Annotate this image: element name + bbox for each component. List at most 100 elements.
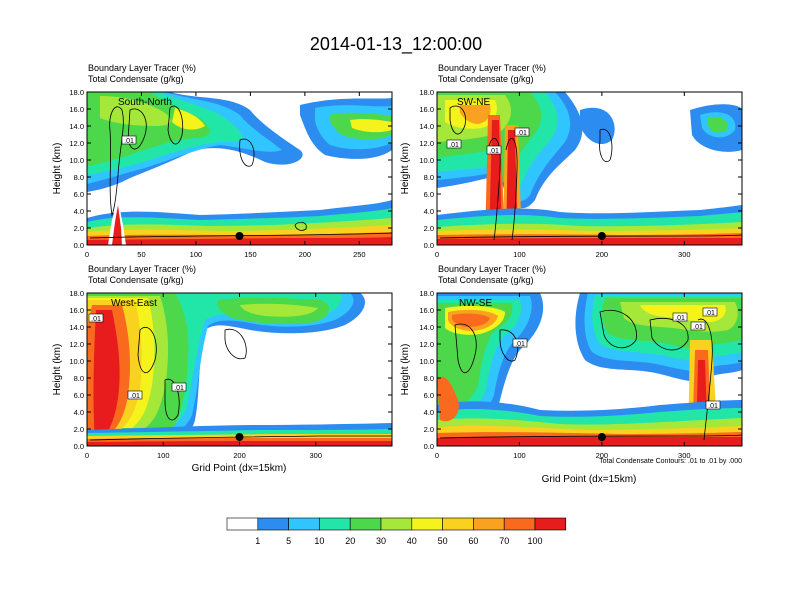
field-shading [437, 92, 742, 245]
y-tick-label: 4.0 [74, 408, 84, 417]
y-tick-label: 6.0 [74, 391, 84, 400]
y-tick-label: 2.0 [74, 224, 84, 233]
plot-frame [436, 91, 743, 246]
x-tick-label: 0 [435, 250, 439, 259]
colorbar-swatch [288, 517, 320, 531]
contour-label: .01 [489, 148, 499, 155]
colorbar-swatch [319, 517, 351, 531]
panel-sw-ne: Boundary Layer Tracer (%) Total Condensa… [400, 63, 743, 259]
colorbar-label: 40 [407, 536, 417, 546]
x-tick-label: 200 [596, 451, 609, 460]
colorbar-swatch [442, 517, 474, 531]
colorbar-label: 1 [255, 536, 260, 546]
contour-label: .01 [124, 138, 134, 145]
y-tick-label: 12.0 [69, 340, 84, 349]
contour-label: .01 [130, 393, 140, 400]
x-tick-label: 100 [513, 250, 526, 259]
colorbar-swatch [411, 517, 443, 531]
contour-label-box [127, 390, 143, 400]
y-tick-label: 4.0 [424, 207, 434, 216]
x-tick-label: 100 [513, 451, 526, 460]
y-tick-label: 0.0 [424, 241, 434, 250]
y-tick-label: 14.0 [419, 323, 434, 332]
y-tick-label: 10.0 [69, 357, 84, 366]
contour-label-group: .01 [121, 135, 137, 145]
y-tick-label: 18.0 [419, 289, 434, 298]
y-axis: 0.0 2.0 4.0 6.0 8.0 10.0 12.0 14.0 16.0 18.0 [69, 88, 392, 250]
y-tick-label: 16.0 [69, 306, 84, 315]
colorbar-swatch [473, 517, 505, 531]
x-tick-label: 0 [435, 451, 439, 460]
y-tick-label: 16.0 [69, 105, 84, 114]
y-axis-label: Height (km) [52, 143, 63, 195]
contour-label-group: .01 .01 .01 [88, 313, 187, 400]
y-tick-label: 2.0 [424, 224, 434, 233]
y-tick-label: 6.0 [74, 190, 84, 199]
colorbar-swatch [380, 517, 413, 531]
x-axis: 0 100 200 300 [435, 293, 691, 460]
colorbar: 1 5 10 20 30 40 50 60 70 100 [226, 517, 567, 546]
colorbar-label: 60 [468, 536, 478, 546]
y-tick-label: 4.0 [424, 408, 434, 417]
y-tick-label: 10.0 [69, 156, 84, 165]
colorbar-swatch [226, 517, 259, 531]
y-tick-label: 12.0 [419, 340, 434, 349]
panel-south-north: Boundary Layer Tracer (%) Total Condensa… [52, 63, 393, 259]
contour-label-box [672, 312, 688, 322]
x-tick-label: 300 [678, 451, 691, 460]
location-marker [597, 433, 606, 441]
x-axis: 0 100 200 300 [85, 293, 322, 460]
contour-label-box [705, 400, 721, 410]
x-axis-label: Grid Point (dx=15km) [192, 463, 287, 474]
y-tick-label: 8.0 [74, 374, 84, 383]
panel-title-line1: Boundary Layer Tracer (%) [88, 264, 196, 274]
contour-label-box [702, 307, 718, 317]
x-tick-label: 200 [299, 250, 312, 259]
y-tick-label: 4.0 [74, 207, 84, 216]
panel-title-line2: Total Condensate (g/kg) [438, 275, 534, 285]
x-tick-label: 0 [85, 250, 89, 259]
x-axis: 0 50 100 150 200 250 [85, 92, 366, 259]
y-tick-label: 18.0 [69, 289, 84, 298]
colorbar-label: 20 [345, 536, 355, 546]
y-tick-label: 6.0 [424, 391, 434, 400]
contour-label: .01 [517, 130, 527, 137]
y-axis: 0.0 2.0 4.0 6.0 8.0 10.0 12.0 14.0 16.0 18.0 [419, 88, 742, 250]
panel-label: West-East [111, 298, 157, 309]
x-tick-label: 300 [678, 250, 691, 259]
contour-label: .01 [174, 385, 184, 392]
contour-footnote: Total Condensate Contours: .01 to .01 by… [599, 458, 742, 465]
contour-label: .01 [693, 324, 703, 331]
y-tick-label: 16.0 [419, 105, 434, 114]
colorbar-swatch [534, 517, 567, 531]
contour-label: .01 [515, 341, 525, 348]
contour-label: .01 [675, 315, 685, 322]
panel-title-line2: Total Condensate (g/kg) [438, 74, 534, 84]
colorbar-swatch [349, 517, 382, 531]
contour-label-box [121, 135, 137, 145]
y-tick-label: 8.0 [424, 173, 434, 182]
x-tick-label: 200 [233, 451, 246, 460]
x-tick-label: 300 [309, 451, 322, 460]
plot-frame [86, 91, 393, 246]
panel-label: NW-SE [459, 298, 492, 309]
contour-label-box [171, 382, 187, 392]
y-tick-label: 8.0 [74, 173, 84, 182]
x-tick-label: 100 [157, 451, 170, 460]
contour-label: .01 [91, 316, 101, 323]
colorbar-swatch [257, 517, 289, 531]
y-axis-label: Height (km) [400, 143, 411, 195]
contour-label-box [690, 321, 706, 331]
colorbar-label: 100 [527, 536, 542, 546]
contour-label: .01 [705, 310, 715, 317]
y-tick-label: 0.0 [424, 442, 434, 451]
x-axis-label: Grid Point (dx=15km) [542, 474, 637, 485]
contour-label-box [514, 127, 530, 137]
y-tick-label: 0.0 [74, 442, 84, 451]
field-shading [437, 293, 742, 446]
contour-label-box [512, 338, 528, 348]
figure-title: 2014-01-13_12:00:00 [310, 34, 482, 55]
y-axis: 0.0 2.0 4.0 6.0 8.0 10.0 12.0 14.0 16.0 18.0 [69, 289, 392, 451]
y-axis-label: Height (km) [52, 344, 63, 396]
